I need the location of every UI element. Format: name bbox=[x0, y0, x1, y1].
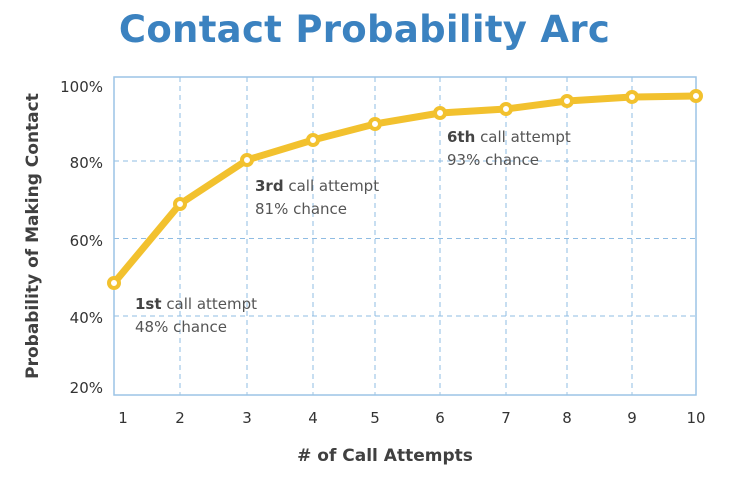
x-tick-label: 9 bbox=[627, 409, 637, 427]
data-point-marker bbox=[433, 106, 447, 120]
y-tick-label: 20% bbox=[70, 379, 103, 397]
x-tick-label: 4 bbox=[308, 409, 318, 427]
data-point-marker bbox=[560, 94, 574, 108]
data-point-marker bbox=[240, 153, 254, 167]
x-tick-label: 10 bbox=[686, 409, 705, 427]
data-point-marker bbox=[499, 102, 513, 116]
data-point-marker bbox=[173, 197, 187, 211]
chart-title: Contact Probability Arc bbox=[118, 8, 611, 51]
data-series bbox=[107, 89, 703, 290]
x-tick-label: 3 bbox=[242, 409, 252, 427]
annotation-chance: 93% chance bbox=[447, 151, 539, 169]
x-tick-label: 5 bbox=[370, 409, 380, 427]
data-point-marker bbox=[625, 90, 639, 104]
annotation-1st-attempt: 1st call attempt bbox=[135, 295, 257, 313]
annotation-chance: 81% chance bbox=[255, 200, 347, 218]
annotation-3rd-attempt: 3rd call attempt bbox=[255, 177, 379, 195]
y-tick-label: 60% bbox=[70, 232, 103, 250]
gridlines bbox=[114, 77, 696, 395]
annotation-chance: 48% chance bbox=[135, 318, 227, 336]
data-point-marker bbox=[107, 276, 121, 290]
annotations: 1st call attempt 48% chance 3rd call attem… bbox=[135, 128, 571, 336]
y-tick-label: 80% bbox=[70, 154, 103, 172]
x-tick-label: 7 bbox=[501, 409, 511, 427]
x-axis-label: # of Call Attempts bbox=[297, 446, 473, 466]
series-line bbox=[110, 92, 700, 287]
data-point-marker bbox=[368, 117, 382, 131]
y-axis-label: Probability of Making Contact bbox=[23, 93, 43, 379]
x-axis-ticks: 1 2 3 4 5 6 7 8 9 10 bbox=[118, 409, 705, 427]
annotation-6th-attempt: 6th call attempt bbox=[447, 128, 571, 146]
x-tick-label: 2 bbox=[175, 409, 185, 427]
x-tick-label: 1 bbox=[118, 409, 128, 427]
x-tick-label: 6 bbox=[435, 409, 445, 427]
y-axis-ticks: 100% 80% 60% 40% 20% bbox=[60, 78, 103, 397]
y-tick-label: 40% bbox=[70, 309, 103, 327]
x-tick-label: 8 bbox=[562, 409, 572, 427]
y-tick-label: 100% bbox=[60, 78, 103, 96]
plot-frame bbox=[113, 76, 697, 396]
axes bbox=[113, 76, 697, 396]
data-point-marker bbox=[689, 89, 703, 103]
data-point-marker bbox=[306, 133, 320, 147]
